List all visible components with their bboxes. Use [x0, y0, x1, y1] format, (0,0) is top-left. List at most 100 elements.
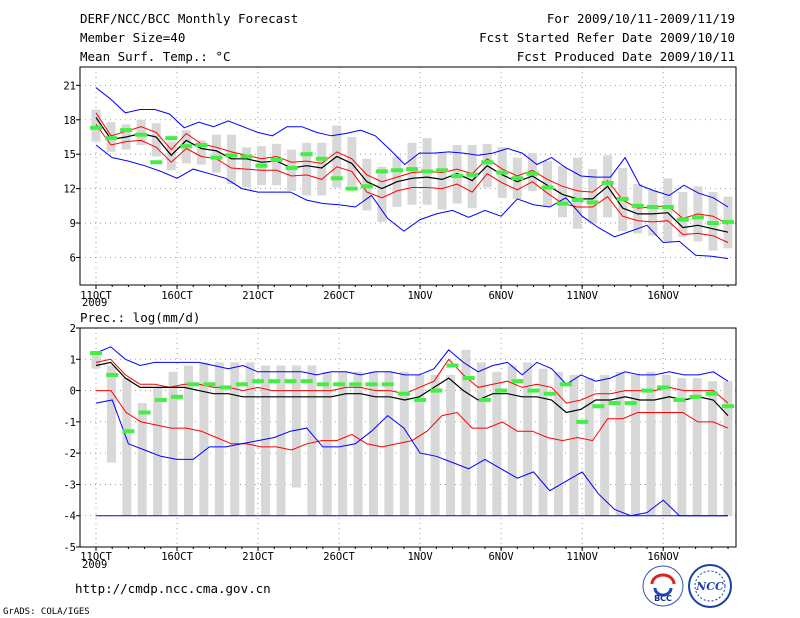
- temperature-range-bar: [557, 165, 567, 218]
- precipitation-range-bar: [276, 365, 286, 516]
- precipitation-xtick-label: 6NOV: [488, 551, 514, 563]
- temperature-median-mark: [541, 185, 554, 190]
- precipitation-ytick-label: -2: [63, 448, 76, 460]
- temperature-median-mark: [210, 155, 223, 160]
- precipitation-series-lines: [95, 346, 729, 517]
- precipitation-panel: -5 -4 -3 -2 -1 0 1 2 11OCT 16OCT 21OCT 26OCT 1NOV 6N…: [63, 323, 737, 563]
- precipitation-range-bar: [476, 362, 486, 516]
- precipitation-range-bar: [523, 362, 533, 516]
- precipitation-range-bar: [168, 371, 178, 516]
- temperature-median-mark: [556, 201, 569, 206]
- temperature-median-mark: [571, 198, 584, 203]
- precipitation-median-mark: [203, 382, 216, 387]
- precipitation-range-bar: [368, 371, 378, 516]
- temperature-line-mean-minus-std: [95, 124, 729, 243]
- precipitation-range-bar: [91, 353, 101, 369]
- precipitation-median-mark: [462, 376, 475, 381]
- precipitation-range-bar: [245, 362, 255, 516]
- precipitation-median-mark: [333, 382, 346, 387]
- forecast-period: For 2009/10/11-2009/11/19: [547, 11, 735, 26]
- temperature-median-mark: [406, 167, 418, 172]
- temperature-range-bar: [151, 123, 161, 157]
- precipitation-range-bar: [723, 381, 733, 516]
- precipitation-xtick-label: 11OCT: [80, 551, 112, 563]
- temperature-xtick-label: 1NOV: [407, 290, 433, 302]
- precipitation-median-mark: [543, 391, 556, 396]
- precipitation-median-mark: [381, 382, 394, 387]
- temperature-median-mark: [390, 168, 403, 173]
- temperature-median-mark: [225, 153, 238, 158]
- precipitation-range-bar: [353, 371, 363, 516]
- precipitation-median-mark: [624, 401, 637, 406]
- precipitation-median-mark: [705, 391, 718, 396]
- temperature-range-bar: [663, 178, 673, 242]
- precipitation-median-mark: [106, 372, 119, 377]
- bcc-logo-swirl-red: [650, 573, 676, 585]
- precipitation-xtick-label: 1NOV: [407, 551, 433, 563]
- temperature-xtick-label: 6NOV: [488, 290, 514, 302]
- temperature-median-marks: [90, 125, 734, 226]
- precipitation-range-bar: [708, 381, 718, 516]
- precipitation-xtick-label: 21OCT: [242, 551, 274, 563]
- precipitation-range-bar: [569, 374, 579, 516]
- chart-title: DERF/NCC/BCC Monthly Forecast: [80, 11, 298, 26]
- temperature-median-mark: [120, 128, 133, 133]
- temperature-ytick-label: 12: [63, 184, 76, 196]
- temperature-xtick-label: 16NOV: [647, 290, 679, 302]
- precipitation-median-mark: [592, 404, 605, 409]
- temperature-median-mark: [601, 180, 614, 185]
- ncc-logo: NCC: [688, 564, 732, 608]
- temperature-range-bar: [287, 149, 297, 191]
- source-url[interactable]: http://cmdp.ncc.cma.gov.cn: [75, 581, 271, 596]
- temperature-range-bar: [196, 140, 206, 165]
- temperature-ytick-label: 21: [63, 80, 76, 92]
- precipitation-ytick-label: 2: [70, 323, 76, 335]
- precipitation-ytick-label: 1: [70, 354, 76, 366]
- temperature-median-mark: [90, 125, 102, 130]
- temperature-xtick-label: 26OCT: [323, 290, 355, 302]
- temperature-range-bar: [241, 147, 251, 188]
- temperature-range-bar: [302, 142, 312, 196]
- temperature-range-bar: [317, 142, 327, 196]
- temperature-median-mark: [481, 160, 494, 165]
- temperature-line-min: [95, 144, 729, 260]
- temperature-range-bar: [588, 169, 598, 224]
- temperature-range-bar: [136, 119, 146, 146]
- precipitation-median-mark: [640, 388, 653, 393]
- temperature-xtick-label: 21OCT: [242, 290, 274, 302]
- precipitation-median-mark: [559, 382, 572, 387]
- temperature-median-mark: [691, 215, 704, 220]
- temperature-median-mark: [345, 186, 358, 191]
- precipitation-median-mark: [478, 397, 491, 402]
- bcc-logo-swirl-blue: [653, 587, 673, 597]
- temperature-range-bar: [542, 161, 552, 207]
- precipitation-median-mark: [430, 388, 443, 393]
- precipitation-range-bar: [322, 371, 332, 516]
- precipitation-range-bar: [446, 374, 456, 516]
- precipitation-xtick-label: 16NOV: [647, 551, 679, 563]
- precipitation-range-bar: [538, 368, 548, 516]
- precipitation-median-marks: [90, 351, 734, 434]
- precipitation-median-mark: [219, 385, 232, 390]
- precipitation-y-axis: -5 -4 -3 -2 -1 0 1 2: [63, 323, 80, 554]
- temperature-median-mark: [466, 172, 479, 177]
- temperature-median-mark: [375, 169, 388, 174]
- precipitation-median-mark: [511, 379, 524, 384]
- temperature-median-mark: [646, 204, 659, 209]
- temperature-ytick-label: 9: [70, 218, 76, 230]
- precipitation-range-bar: [661, 374, 671, 516]
- precipitation-median-mark: [673, 397, 686, 402]
- temperature-median-mark: [165, 136, 178, 141]
- precipitation-range-bar: [677, 378, 687, 516]
- precipitation-xtick-label: 26OCT: [323, 551, 355, 563]
- precipitation-range-bar: [615, 371, 625, 516]
- temperature-median-mark: [105, 136, 118, 141]
- precipitation-line-max: [95, 346, 729, 385]
- precipitation-median-mark: [90, 351, 102, 356]
- precipitation-range-bar: [199, 362, 209, 516]
- precipitation-median-mark: [235, 382, 248, 387]
- temperature-median-mark: [180, 144, 193, 149]
- temperature-range-bar: [91, 109, 101, 142]
- temperature-median-mark: [270, 157, 283, 162]
